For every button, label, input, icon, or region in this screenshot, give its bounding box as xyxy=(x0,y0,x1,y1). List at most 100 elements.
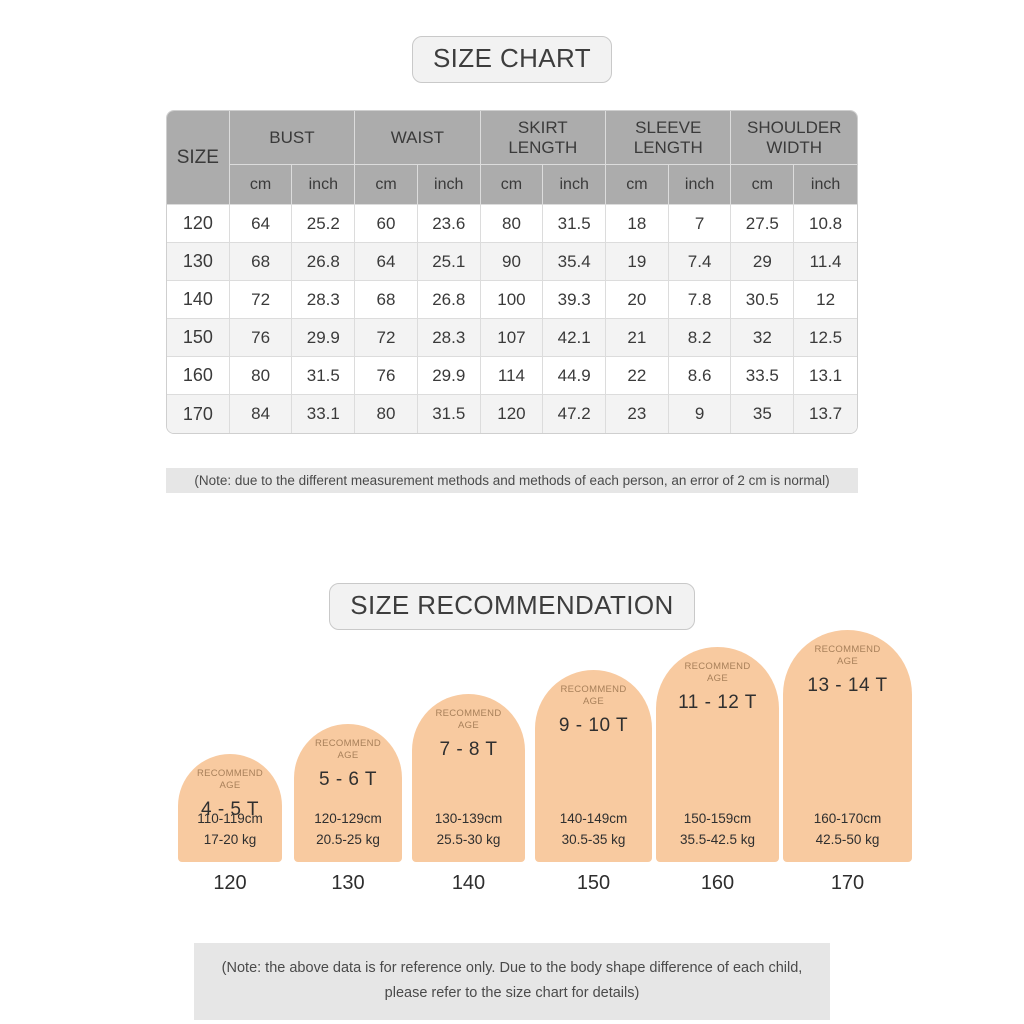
recommend-age-value: 11 - 12 T xyxy=(678,691,757,713)
cell-value: 28.3 xyxy=(292,281,356,319)
table-row: 170 84 33.1 80 31.5 120 47.2 23 9 35 13.7 xyxy=(167,395,857,433)
arch-size-label: 130 xyxy=(331,872,365,894)
recommend-age-label: RECOMMEND AGE xyxy=(314,738,382,761)
cell-size: 160 xyxy=(167,357,230,395)
header-unit-bust-inch: inch xyxy=(292,165,356,205)
arch-size-label: 120 xyxy=(213,872,247,894)
table-row: 160 80 31.5 76 29.9 114 44.9 22 8.6 33.5 13.1 xyxy=(167,357,857,395)
cell-value: 33.1 xyxy=(292,395,356,433)
recommend-age-value: 7 - 8 T xyxy=(439,738,498,760)
recommend-age-label: RECOMMEND AGE xyxy=(196,768,264,791)
recommend-age-value: 9 - 10 T xyxy=(558,714,629,736)
cell-size: 150 xyxy=(167,319,230,357)
cell-value: 29 xyxy=(731,243,795,281)
table-header-group-row: SIZE BUST WAIST SKIRT LENGTH SLEEVE LENG… xyxy=(167,111,857,205)
header-unit-sleeve-inch: inch xyxy=(668,165,732,205)
recommend-age-value: 5 - 6 T xyxy=(318,768,378,790)
arch-metrics: 160-170cm 42.5-50 kg xyxy=(783,809,912,851)
cell-value: 31.5 xyxy=(417,395,481,433)
cell-value: 31.5 xyxy=(543,205,607,243)
header-group-skirt-length: SKIRT LENGTH xyxy=(480,111,607,165)
cell-value: 120 xyxy=(480,395,544,433)
recommend-age-value: 4 - 5 T xyxy=(200,798,260,820)
table-row: 140 72 28.3 68 26.8 100 39.3 20 7.8 30.5 12 xyxy=(167,281,857,319)
header-unit-shoulder-cm: cm xyxy=(731,165,795,205)
header-unit-waist-cm: cm xyxy=(355,165,418,205)
weight-range: 30.5-35 kg xyxy=(561,832,626,848)
cell-value: 42.1 xyxy=(543,319,607,357)
arch-content: RECOMMEND AGE 5 - 6 T xyxy=(294,724,402,862)
cell-value: 72 xyxy=(229,281,293,319)
arch-content: RECOMMEND AGE 4 - 5 T xyxy=(178,754,282,862)
arch-content: RECOMMEND AGE 13 - 14 T xyxy=(783,630,912,862)
cell-size: 130 xyxy=(167,243,230,281)
header-unit-shoulder-inch: inch xyxy=(794,165,857,205)
recommend-age-label: RECOMMEND AGE xyxy=(684,661,751,684)
header-unit-skirt-cm: cm xyxy=(480,165,544,205)
size-chart-note: (Note: due to the different measurement … xyxy=(166,468,858,493)
height-range: 140-149cm xyxy=(559,811,628,827)
recommend-age-label: RECOMMEND AGE xyxy=(435,708,502,731)
header-unit-sleeve-cm: cm xyxy=(606,165,669,205)
cell-value: 26.8 xyxy=(292,243,356,281)
cell-value: 32 xyxy=(731,319,795,357)
cell-value: 47.2 xyxy=(543,395,607,433)
cell-value: 80 xyxy=(355,395,418,433)
cell-value: 10.8 xyxy=(794,205,857,243)
size-recommendation-size-labels: 120 130 140 150 160 170 xyxy=(166,872,864,902)
cell-size: 120 xyxy=(167,205,230,243)
cell-value: 39.3 xyxy=(543,281,607,319)
cell-value: 35.4 xyxy=(543,243,607,281)
cell-value: 100 xyxy=(480,281,544,319)
cell-value: 23 xyxy=(606,395,669,433)
height-range: 110-119cm xyxy=(197,811,263,827)
size-chart-table: SIZE BUST WAIST SKIRT LENGTH SLEEVE LENG… xyxy=(166,110,858,434)
arch-metrics: 150-159cm 35.5-42.5 kg xyxy=(656,809,779,851)
cell-value: 27.5 xyxy=(731,205,795,243)
cell-value: 26.8 xyxy=(417,281,481,319)
recommend-age-value: 13 - 14 T xyxy=(807,674,888,696)
size-recommendation-title: SIZE RECOMMENDATION xyxy=(329,583,695,630)
table-row: 150 76 29.9 72 28.3 107 42.1 21 8.2 32 12.5 xyxy=(167,319,857,357)
table-header-unit-row: cm inch cm inch cm inch cm inch cm inch xyxy=(167,165,857,205)
cell-value: 23.6 xyxy=(417,205,481,243)
recommendation-arch: RECOMMEND AGE 7 - 8 T 130-139cm 25.5-30 kg xyxy=(412,694,525,862)
header-group-shoulder-width: SHOULDER WIDTH xyxy=(731,111,857,165)
arch-metrics: 120-129cm 20.5-25 kg xyxy=(294,809,402,851)
height-range: 150-159cm xyxy=(683,811,752,827)
cell-value: 76 xyxy=(229,319,293,357)
arch-size-label: 140 xyxy=(451,872,486,894)
weight-range: 20.5-25 kg xyxy=(316,832,380,848)
cell-value: 8.6 xyxy=(668,357,732,395)
header-unit-bust-cm: cm xyxy=(229,165,293,205)
header-group-bust: BUST xyxy=(229,111,356,165)
cell-value: 25.1 xyxy=(417,243,481,281)
arch-size-label: 170 xyxy=(830,872,865,894)
height-range: 160-170cm xyxy=(813,811,882,827)
cell-value: 114 xyxy=(480,357,544,395)
cell-value: 33.5 xyxy=(731,357,795,395)
cell-value: 12.5 xyxy=(794,319,857,357)
arch-metrics: 130-139cm 25.5-30 kg xyxy=(412,809,525,851)
table-row: 130 68 26.8 64 25.1 90 35.4 19 7.4 29 11.4 xyxy=(167,243,857,281)
cell-value: 72 xyxy=(355,319,418,357)
cell-value: 8.2 xyxy=(668,319,732,357)
size-chart-table-head: SIZE BUST WAIST SKIRT LENGTH SLEEVE LENG… xyxy=(167,111,857,205)
header-group-sleeve-length: SLEEVE LENGTH xyxy=(606,111,732,165)
arch-content: RECOMMEND AGE 7 - 8 T xyxy=(412,694,525,862)
arch-content: RECOMMEND AGE 11 - 12 T xyxy=(656,647,779,862)
cell-value: 28.3 xyxy=(417,319,481,357)
weight-range: 42.5-50 kg xyxy=(815,832,880,848)
header-size: SIZE xyxy=(167,111,230,205)
cell-value: 11.4 xyxy=(794,243,857,281)
cell-value: 29.9 xyxy=(417,357,481,395)
cell-value: 44.9 xyxy=(543,357,607,395)
recommend-age-label: RECOMMEND AGE xyxy=(560,684,627,707)
cell-value: 25.2 xyxy=(292,205,356,243)
cell-value: 31.5 xyxy=(292,357,356,395)
size-chart-table-body: 120 64 25.2 60 23.6 80 31.5 18 7 27.5 10.8 130 68 26.… xyxy=(167,205,857,433)
weight-range: 35.5-42.5 kg xyxy=(679,832,756,848)
recommendation-arch: RECOMMEND AGE 11 - 12 T 150-159cm 35.5-42.5… xyxy=(656,647,779,862)
cell-value: 18 xyxy=(606,205,669,243)
